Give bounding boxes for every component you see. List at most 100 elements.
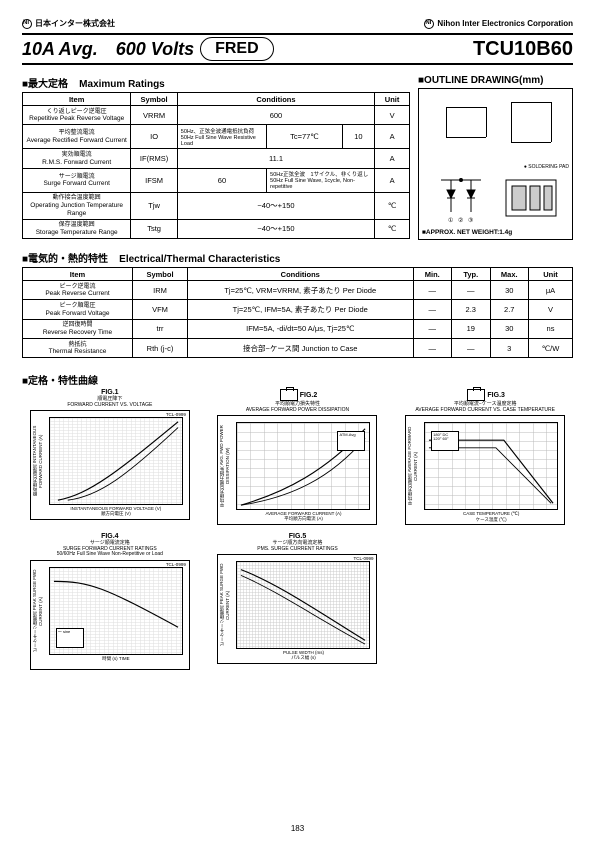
figure: FIG.2 平均順電力損失特性AVERAGE FORWARD POWER DIS… xyxy=(210,389,386,525)
fig-no: FIG.2 xyxy=(278,389,318,401)
max-ratings-title-jp: ■最大定格 xyxy=(22,79,68,90)
chart-inset: 180° DC 120° 60° xyxy=(431,431,459,451)
cell-cond: 11.1 xyxy=(177,149,374,168)
outline-drawing-box: ● SOLDERING PAD xyxy=(418,88,573,240)
x-axis-label: INSTANTANEOUS FORWARD VOLTAGE (V)順方向電圧 (… xyxy=(49,506,183,518)
cell-cond: IFM=5A, -di/dt=50 A/μs, Tj=25℃ xyxy=(188,319,414,338)
cell-symbol: IFSM xyxy=(131,168,177,192)
logo-mark: NI xyxy=(22,19,32,29)
cell-cond-r: 50Hz正弦全波 1サイクル、非くり返し 50Hz Full Sine Wave… xyxy=(267,168,375,192)
outline-title: ■OUTLINE DRAWING(mm) xyxy=(418,75,573,86)
curves-title: ■定格・特性曲線 xyxy=(22,372,573,387)
cell-symbol: IRM xyxy=(133,281,188,300)
header-logos: NI 日本インター株式会社 NI Nihon Inter Electronics… xyxy=(22,18,573,29)
cell-unit: ns xyxy=(529,319,573,338)
table-row: 実効順電流R.M.S. Forward Current IF(RMS) 11.1… xyxy=(23,149,410,168)
logo-right: NI Nihon Inter Electronics Corporation xyxy=(424,18,573,29)
cell-cond: −40～+150 xyxy=(177,219,374,238)
logo-mark-r: NI xyxy=(424,19,434,29)
col-typ: Typ. xyxy=(452,268,491,281)
elec-chars-title-en: Electrical/Thermal Characteristics xyxy=(119,254,280,265)
fig-subtitle: 平均順電流−ケース温度定格AVERAGE FORWARD CURRENT VS.… xyxy=(415,402,555,413)
table-row: くり返しピーク逆電圧Repetitive Peak Reverse Voltag… xyxy=(23,106,410,125)
cell-typ: — xyxy=(452,339,491,358)
max-ratings-table: Item Symbol Conditions Unit くり返しピーク逆電圧Re… xyxy=(22,92,410,239)
cell-jp: 実効順電流 xyxy=(62,152,92,158)
cell-symbol: Rth (j-c) xyxy=(133,339,188,358)
cell-en: Repetitive Peak Reverse Voltage xyxy=(29,115,124,122)
cell-min: — xyxy=(413,281,452,300)
elec-chars-table: Item Symbol Conditions Min. Typ. Max. Un… xyxy=(22,267,573,358)
x-axis-label: CASE TEMPERATURE (℃)ケース温度 (℃) xyxy=(424,511,558,523)
col-max: Max. xyxy=(490,268,529,281)
fig-subtitle: 平均順電力損失特性AVERAGE FORWARD POWER DISSIPATI… xyxy=(246,402,349,413)
cell-jp: サージ順電流 xyxy=(59,174,95,180)
cell-en: Reverse Recovery Time xyxy=(43,329,112,336)
cell-min: — xyxy=(413,319,452,338)
chart-grid xyxy=(236,561,370,649)
chart-frame: 平均順方向電流 AVERAGE FORWARD CURRENT (A) 180°… xyxy=(405,415,565,525)
curves-section: ■定格・特性曲線 FIG.1 順電圧降下FORWARD CURRENT VS. … xyxy=(22,372,573,670)
max-ratings-title: ■最大定格 Maximum Ratings xyxy=(22,75,410,90)
cell-cond-left: 50Hz、正弦全波通電抵抗負荷 50Hz Full Sine Wave Resi… xyxy=(177,125,266,149)
table-row: 平均整流電流Average Rectified Forward Current … xyxy=(23,125,410,149)
col-unit: Unit xyxy=(529,268,573,281)
cell-max: 30 xyxy=(490,281,529,300)
col-conditions: Conditions xyxy=(177,93,374,106)
x-axis-label: PULSE WIDTH (ms)パルス幅 (s) xyxy=(236,650,370,662)
cell-cond: Tj=25℃, VRM=VRRM, 素子あたり Per Diode xyxy=(188,281,414,300)
curves-row-1: FIG.1 順電圧降下FORWARD CURRENT VS. VOLTAGE T… xyxy=(22,389,573,525)
col-symbol: Symbol xyxy=(131,93,177,106)
cell-unit: μA xyxy=(529,281,573,300)
x-axis-label: AVERAGE FORWARD CURRENT (A)平均順方向電流 (A) xyxy=(236,511,370,523)
col-min: Min. xyxy=(413,268,452,281)
cell-jp: ピーク逆電流 xyxy=(59,284,95,290)
cell-en: Thermal Resistance xyxy=(49,348,107,355)
cell-en: Peak Forward Voltage xyxy=(46,310,110,317)
voltage-label: 600 Volts xyxy=(116,39,194,60)
cell-symbol: IO xyxy=(131,125,177,149)
cell-symbol: VFM xyxy=(133,300,188,319)
cell-unit: A xyxy=(375,125,410,149)
cell-typ: 19 xyxy=(452,319,491,338)
cell-jp: くり返しピーク逆電圧 xyxy=(47,109,107,115)
table-row: 逆回復時間Reverse Recovery Time trr IFM=5A, -… xyxy=(23,319,573,338)
cell-en: Surge Forward Current xyxy=(43,180,109,187)
cell-symbol: trr xyxy=(133,319,188,338)
cell-jp: 熱抵抗 xyxy=(68,342,86,348)
cell-symbol: Tjw xyxy=(131,192,177,219)
table-header-row: Item Symbol Conditions Min. Typ. Max. Un… xyxy=(23,268,573,281)
logo-right-text: Nihon Inter Electronics Corporation xyxy=(437,19,573,28)
table-row: ピーク逆電流Peak Reverse Current IRM Tj=25℃, V… xyxy=(23,281,573,300)
page-number: 183 xyxy=(0,824,595,833)
cell-symbol: Tstg xyxy=(131,219,177,238)
fig-subtitle: サージ順方向電流定格PMS. SURGE CURRENT RATINGS xyxy=(257,541,337,552)
cell-en: Peak Reverse Current xyxy=(45,290,109,297)
table-row: 動作接合温度範囲Operating Junction Temperature R… xyxy=(23,192,410,219)
y-axis-label: ピークサージ順電流 PEAK SURGE FWD CURRENT (A) xyxy=(219,561,235,649)
y-axis-label: 平均順方向電力損失 AVG. FWD POWER DISSIPATION (W) xyxy=(219,422,235,510)
chart-grid xyxy=(49,417,183,505)
circuit-diagram: ① ② ③ xyxy=(426,172,566,227)
curve-svg xyxy=(50,418,182,504)
fig-subtitle: 順電圧降下FORWARD CURRENT VS. VOLTAGE xyxy=(67,397,152,408)
cell-jp: 保存温度範囲 xyxy=(59,222,95,228)
col-unit: Unit xyxy=(375,93,410,106)
conduction-icon xyxy=(467,389,485,401)
max-ratings-title-en: Maximum Ratings xyxy=(79,79,165,90)
figure: FIG.1 順電圧降下FORWARD CURRENT VS. VOLTAGE T… xyxy=(22,389,198,525)
col-item: Item xyxy=(23,93,131,106)
cell-cond: 接合部−ケース間 Junction to Case xyxy=(188,339,414,358)
soldering-label: ● SOLDERING PAD xyxy=(422,164,569,170)
cell-cond: 600 xyxy=(177,106,374,125)
elec-chars-section: ■電気的・熱的特性 Electrical/Thermal Characteris… xyxy=(22,250,573,358)
fig-subtitle: サージ順電流定格SURGE FORWARD CURRENT RATINGS50/… xyxy=(57,541,163,558)
elec-chars-title: ■電気的・熱的特性 Electrical/Thermal Characteris… xyxy=(22,250,573,265)
cell-max: 30 xyxy=(490,319,529,338)
table-row: 保存温度範囲Storage Temperature Range Tstg −40… xyxy=(23,219,410,238)
cell-cond-l: 60 xyxy=(177,168,266,192)
figure: FIG.4 サージ順電流定格SURGE FORWARD CURRENT RATI… xyxy=(22,533,198,670)
figure: FIG.5 サージ順方向電流定格PMS. SURGE CURRENT RATIN… xyxy=(210,533,386,670)
cell-jp: 逆回復時間 xyxy=(62,322,92,328)
cell-typ: — xyxy=(452,281,491,300)
